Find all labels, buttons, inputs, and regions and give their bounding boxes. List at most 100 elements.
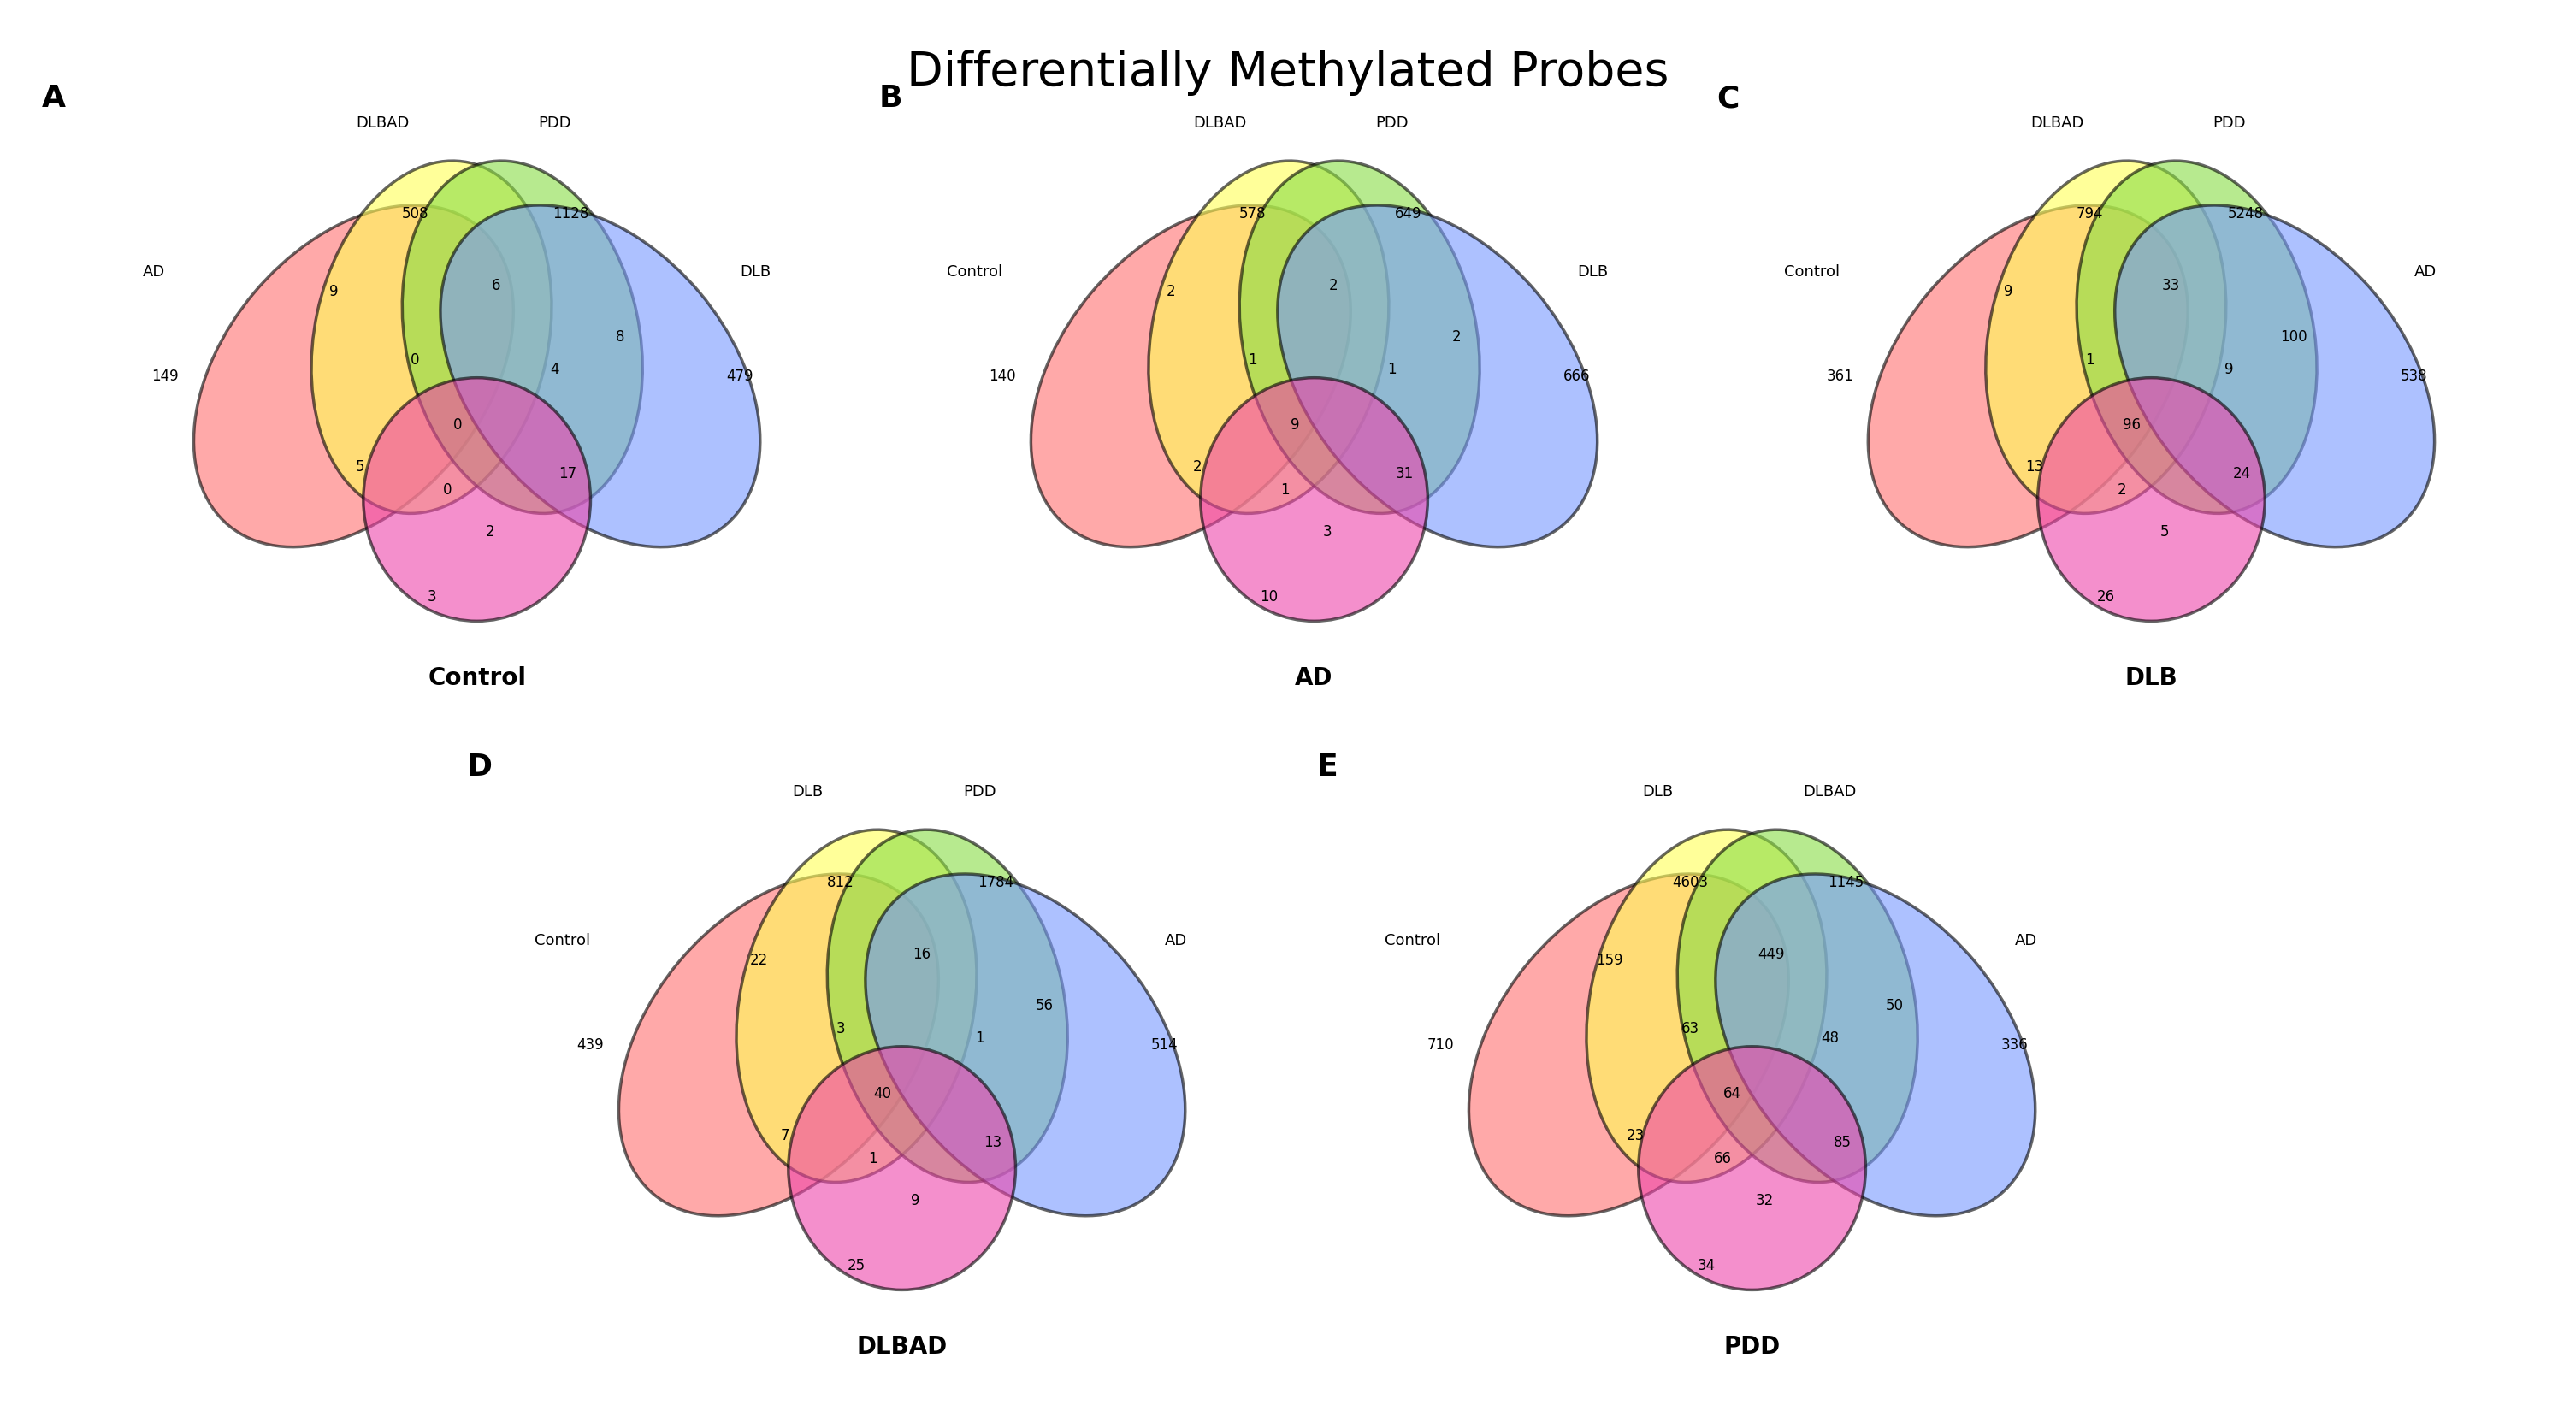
Text: DLBAD: DLBAD (858, 1335, 948, 1359)
Text: 508: 508 (402, 206, 428, 222)
Text: DLB: DLB (2125, 666, 2177, 690)
Text: 9: 9 (1291, 417, 1298, 433)
Ellipse shape (1239, 161, 1479, 514)
Text: 13: 13 (984, 1134, 1002, 1150)
Text: 1: 1 (1280, 482, 1291, 498)
Text: DLB: DLB (739, 265, 770, 280)
Text: 1128: 1128 (554, 206, 590, 222)
Text: 6: 6 (492, 277, 500, 293)
Ellipse shape (402, 161, 641, 514)
Text: 17: 17 (559, 465, 577, 481)
Text: 449: 449 (1757, 946, 1785, 962)
Text: 578: 578 (1239, 206, 1265, 222)
Text: 1145: 1145 (1829, 875, 1865, 891)
Text: 2: 2 (484, 524, 495, 539)
Text: 10: 10 (1260, 589, 1278, 605)
Text: 336: 336 (2002, 1037, 2027, 1053)
Text: DLBAD: DLBAD (355, 115, 410, 131)
Text: 100: 100 (2280, 330, 2308, 344)
Text: 9: 9 (330, 285, 337, 299)
Text: 31: 31 (1396, 465, 1414, 481)
Text: DLBAD: DLBAD (1803, 784, 1857, 800)
Text: 3: 3 (835, 1020, 845, 1036)
Text: 9: 9 (2004, 285, 2012, 299)
Text: 5: 5 (355, 460, 366, 475)
Text: 22: 22 (750, 953, 768, 968)
Text: 66: 66 (1713, 1151, 1731, 1167)
Ellipse shape (363, 377, 590, 620)
Ellipse shape (1868, 205, 2187, 546)
Text: 649: 649 (1394, 206, 1422, 222)
Ellipse shape (1638, 1046, 1865, 1289)
Text: 5: 5 (2159, 524, 2169, 539)
Text: 9: 9 (2226, 361, 2233, 377)
Text: 514: 514 (1151, 1037, 1177, 1053)
Ellipse shape (193, 205, 513, 546)
Text: 48: 48 (1821, 1030, 1839, 1046)
Ellipse shape (1278, 205, 1597, 546)
Text: 0: 0 (443, 482, 453, 498)
Text: 64: 64 (1723, 1086, 1741, 1101)
Text: A: A (41, 84, 67, 112)
Text: 1: 1 (1388, 361, 1396, 377)
Text: PDD: PDD (2213, 115, 2246, 131)
Text: 0: 0 (410, 351, 420, 367)
Text: 2: 2 (1167, 285, 1175, 299)
Ellipse shape (2038, 377, 2264, 620)
Ellipse shape (866, 874, 1185, 1215)
Text: PDD: PDD (963, 784, 997, 800)
Text: Control: Control (948, 265, 1002, 280)
Text: DLB: DLB (1577, 265, 1607, 280)
Text: 63: 63 (1682, 1020, 1700, 1036)
Text: 40: 40 (873, 1086, 891, 1101)
Text: 56: 56 (1036, 999, 1054, 1013)
Text: AD: AD (2414, 265, 2437, 280)
Text: DLB: DLB (1643, 784, 1674, 800)
Ellipse shape (440, 205, 760, 546)
Text: 1: 1 (2084, 351, 2094, 367)
Ellipse shape (788, 1046, 1015, 1289)
Ellipse shape (1030, 205, 1350, 546)
Text: DLB: DLB (793, 784, 824, 800)
Text: 538: 538 (2401, 369, 2427, 384)
Text: AD: AD (142, 265, 165, 280)
Text: 8: 8 (616, 330, 623, 344)
Text: 4: 4 (551, 361, 559, 377)
Text: B: B (878, 84, 902, 112)
Text: 149: 149 (152, 369, 178, 384)
Text: 34: 34 (1698, 1258, 1716, 1274)
Text: 3: 3 (428, 589, 435, 605)
Text: 26: 26 (2097, 589, 2115, 605)
Text: 2: 2 (1193, 460, 1203, 475)
Text: 9: 9 (909, 1192, 920, 1208)
Ellipse shape (1200, 377, 1427, 620)
Text: 7: 7 (781, 1128, 791, 1144)
Text: 85: 85 (1834, 1134, 1852, 1150)
Text: 0: 0 (453, 417, 461, 433)
Text: 2: 2 (1329, 277, 1337, 293)
Text: PDD: PDD (538, 115, 572, 131)
Text: 812: 812 (827, 875, 853, 891)
Text: C: C (1716, 84, 1739, 112)
Ellipse shape (1468, 874, 1788, 1215)
Text: E: E (1316, 753, 1340, 781)
Text: 479: 479 (726, 369, 752, 384)
Ellipse shape (1986, 161, 2226, 514)
Ellipse shape (827, 830, 1066, 1183)
Text: 3: 3 (1321, 524, 1332, 539)
Ellipse shape (312, 161, 551, 514)
Text: 2: 2 (2117, 482, 2128, 498)
Text: 1784: 1784 (979, 875, 1015, 891)
Ellipse shape (1716, 874, 2035, 1215)
Text: 2: 2 (1453, 330, 1461, 344)
Text: Differentially Methylated Probes: Differentially Methylated Probes (907, 50, 1669, 95)
Text: 794: 794 (2076, 206, 2102, 222)
Text: Control: Control (536, 933, 590, 949)
Text: 24: 24 (2233, 465, 2251, 481)
Ellipse shape (2076, 161, 2316, 514)
Text: 5248: 5248 (2228, 206, 2264, 222)
Text: 710: 710 (1427, 1037, 1453, 1053)
Text: Control: Control (1386, 933, 1440, 949)
Ellipse shape (1149, 161, 1388, 514)
Ellipse shape (2115, 205, 2434, 546)
